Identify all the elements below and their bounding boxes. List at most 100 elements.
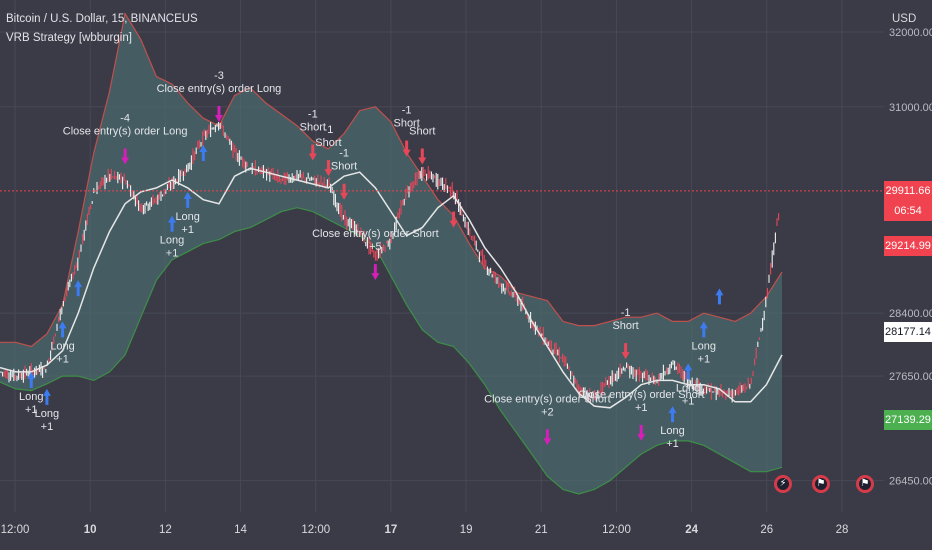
arrow-down-icon — [621, 343, 630, 360]
long-marker: Long+1 — [50, 321, 75, 365]
arrow-down-icon — [543, 429, 552, 446]
time-tick-label: 12:00 — [602, 524, 631, 536]
marker-label: -4 — [120, 112, 130, 124]
marker-label: Close entry(s) order Short — [578, 389, 705, 401]
long-marker: Long+1 — [35, 388, 59, 433]
upper-band-line — [0, 11, 783, 348]
price-tick-label: 32000.00 — [889, 27, 932, 39]
long-marker: Long+1 — [676, 363, 700, 407]
marker-label: Close entry(s) order Long — [63, 125, 188, 137]
arrow-down-icon — [637, 424, 646, 441]
basis-line — [0, 167, 783, 409]
marker-label: Long — [50, 340, 74, 352]
marker-label: -3 — [214, 70, 224, 82]
marker-label: Close entry(s) order Long — [157, 83, 282, 95]
long-marker: Long+1 — [660, 406, 685, 450]
marker-label: Long — [19, 391, 43, 403]
marker-label: -1 — [402, 105, 412, 117]
long-marker — [715, 288, 724, 305]
arrow-up-icon — [684, 363, 693, 380]
marker-label: +1 — [666, 438, 679, 450]
lower-band-line — [0, 207, 783, 495]
long-marker: Long+1 — [160, 215, 184, 260]
marker-label: +1 — [25, 404, 38, 416]
marker-label: -1 — [308, 109, 318, 121]
flag-icon[interactable]: ⚑ — [812, 475, 830, 493]
time-tick-label: 19 — [460, 524, 473, 536]
time-tick-label: 12 — [159, 524, 172, 536]
price-axis[interactable]: USD 32000.00 31000.00 28400.00 27650.00 26450… — [889, 13, 932, 488]
marker-label: Close entry(s) order Short — [484, 393, 611, 405]
time-tick-label: 12:00 — [301, 524, 330, 536]
marker-label: -1 — [621, 307, 631, 319]
marker-label: Short — [315, 137, 341, 149]
time-axis[interactable]: 12:00 10 12 14 12:00 17 19 21 12:00 24 26 28 — [1, 524, 849, 536]
flag-icon[interactable]: ⚑ — [856, 475, 874, 493]
symbol-title[interactable]: Bitcoin / U.S. Dollar, 15, BINANCEUS — [6, 13, 198, 25]
marker-label: +2 — [541, 406, 554, 418]
marker-label: Long — [660, 425, 684, 437]
arrow-down-icon — [214, 106, 223, 123]
long-marker: Long+1 — [19, 371, 44, 416]
arrow-up-icon — [168, 215, 177, 232]
band-fill — [0, 13, 782, 494]
arrow-down-icon — [340, 183, 349, 200]
arrow-down-icon — [402, 140, 411, 157]
basis-tag: 28177.14 — [884, 321, 932, 342]
marker-label: Short — [393, 118, 419, 130]
marker-label: Long — [175, 211, 199, 223]
time-tick-label: 10 — [84, 524, 97, 536]
bar-countdown: 06:54 — [884, 200, 932, 221]
time-tick-label: 21 — [535, 524, 548, 536]
short-marker: Short — [409, 125, 435, 165]
arrow-up-icon — [715, 288, 724, 305]
arrow-up-icon — [668, 406, 677, 423]
marker-label: +1 — [166, 248, 179, 260]
marker-label: +1 — [41, 421, 54, 433]
time-tick-label: 26 — [760, 524, 773, 536]
marker-label: -1 — [324, 124, 334, 136]
marker-label: -1 — [339, 148, 349, 160]
marker-label: +1 — [56, 353, 69, 365]
arrow-up-icon — [27, 371, 36, 388]
lightning-icon[interactable]: ⚡ — [774, 475, 792, 493]
time-tick-label: 17 — [385, 524, 398, 536]
marker-label: Short — [331, 161, 357, 173]
arrow-down-icon — [449, 211, 458, 228]
arrow-up-icon — [58, 321, 67, 338]
close-marker: Close entry(s) order Short+5 — [312, 228, 439, 281]
arrow-up-icon — [42, 388, 51, 405]
upper-band-tag: 29214.99 — [884, 236, 932, 257]
long-marker — [199, 145, 208, 162]
close-marker: Close entry(s) order Short+1 — [578, 389, 705, 441]
price-tick-label: 26450.00 — [889, 476, 932, 488]
marker-label: Close entry(s) order Short — [312, 228, 439, 240]
marker-label: Short — [612, 320, 638, 332]
marker-label: Short — [300, 122, 326, 134]
strategy-title[interactable]: VRB Strategy [wbburgin] — [6, 32, 132, 44]
arrow-down-icon — [324, 160, 333, 177]
time-tick-label: 12:00 — [1, 524, 30, 536]
arrow-down-icon — [371, 264, 380, 281]
long-marker: Long+1 — [175, 191, 200, 236]
arrow-up-icon — [199, 145, 208, 162]
marker-label: +1 — [181, 224, 194, 236]
price-tick-label: 27650.00 — [889, 371, 932, 383]
marker-label: +5 — [369, 241, 382, 253]
marker-label: +1 — [682, 395, 695, 407]
arrow-up-icon — [74, 280, 83, 297]
marker-label: Short — [409, 125, 435, 137]
arrow-down-icon — [121, 148, 130, 165]
time-tick-label: 14 — [234, 524, 247, 536]
long-marker: Long+1 — [692, 321, 716, 365]
arrow-up-icon — [183, 191, 192, 208]
marker-label: +1 — [698, 353, 711, 365]
arrow-down-icon — [418, 148, 427, 165]
